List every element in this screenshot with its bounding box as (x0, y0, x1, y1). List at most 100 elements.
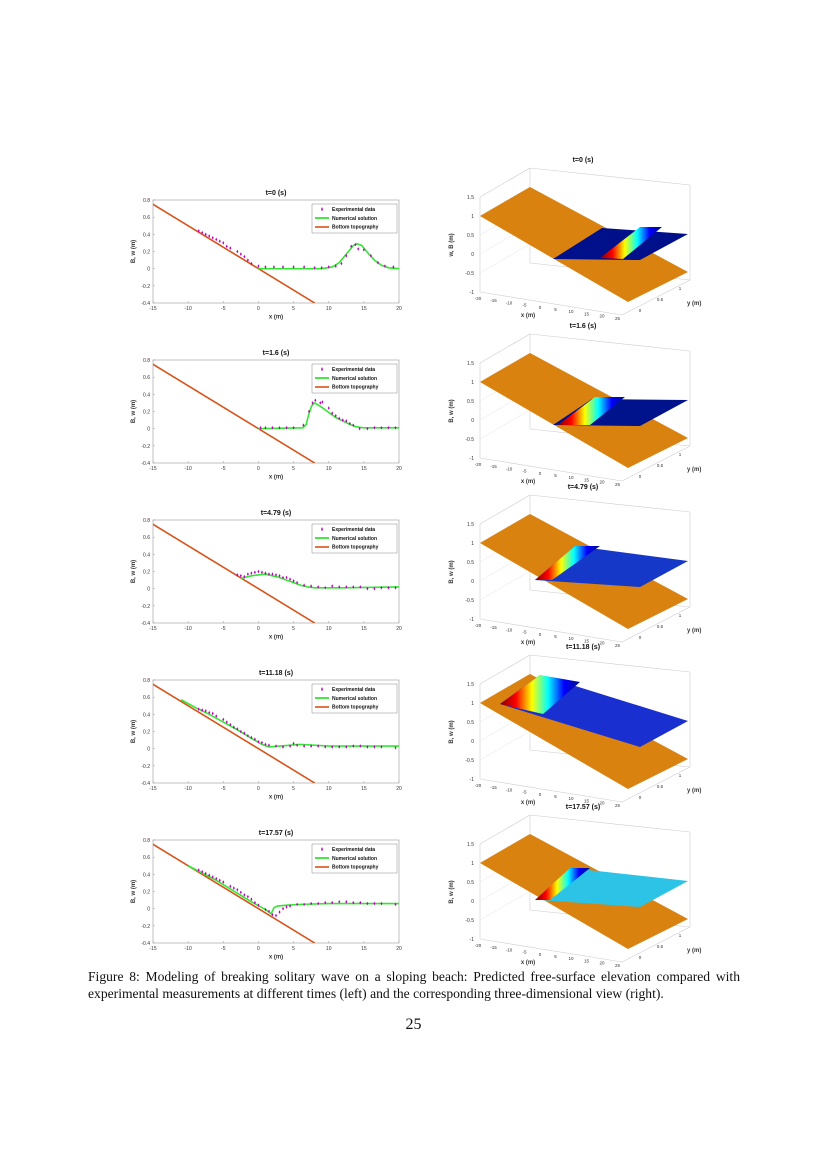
x-tick-label: 5 (554, 473, 557, 478)
experimental-data-point (296, 902, 299, 907)
z-tick-label: 0 (471, 252, 474, 258)
x-tick-label: -5 (522, 469, 526, 474)
y-axis-label: y (m) (687, 301, 701, 307)
x-axis-label: x (m) (521, 960, 535, 966)
x-tick-label: 25 (615, 482, 621, 487)
y-tick-label: 0 (639, 308, 642, 313)
wave-band (535, 868, 590, 900)
y-tick-label: 0.5 (657, 463, 664, 468)
experimental-data-point (373, 901, 376, 906)
y-axis-label: B, w (m) (131, 720, 137, 743)
x-axis-label: x (m) (521, 800, 535, 806)
x-tick-label: -10 (185, 786, 192, 792)
x-tick-label: 20 (599, 641, 605, 646)
axis-box-line (621, 766, 691, 803)
experimental-data-point (352, 423, 355, 428)
legend-label: Experimental data (332, 207, 375, 213)
chart-0: t=0 (s) -15 -10 -5 0 5 10 15 20 -0.4 -0.2 0 0.2 0.4 0.… (131, 190, 402, 321)
experimental-data-point (222, 717, 225, 722)
y-tick-label: 0 (147, 267, 150, 273)
experimental-data-point (271, 912, 274, 917)
experimental-data-point (285, 905, 288, 909)
x-tick-label: -10 (506, 466, 513, 471)
x-tick-label: -10 (506, 787, 513, 792)
z-tick-label: 1 (471, 214, 474, 220)
z-tick-label: 1.5 (467, 842, 474, 848)
x-tick-label: 15 (361, 306, 367, 312)
legend-label: Experimental data (332, 687, 375, 693)
z-tick-label: 1 (471, 541, 474, 547)
x-tick-label: 20 (396, 786, 402, 792)
experimental-data-point (232, 886, 235, 890)
experimental-data-point (383, 264, 386, 268)
axis-box-line (479, 778, 623, 803)
y-tick-label: 0.5 (657, 944, 664, 949)
y-tick-label: -0.4 (141, 621, 150, 627)
x-tick-label: 10 (568, 796, 574, 801)
x-tick-label: 15 (361, 466, 367, 472)
x-tick-label: 25 (615, 963, 621, 968)
axis-box-line (529, 654, 691, 673)
x-axis-label: x (m) (269, 315, 283, 321)
z-tick-label: -0.5 (465, 758, 474, 764)
x-tick-label: 15 (361, 626, 367, 632)
z-tick-label: -1 (470, 290, 475, 296)
experimental-data-point (272, 265, 275, 269)
experimental-data-point (321, 400, 324, 404)
experimental-data-point (246, 894, 249, 899)
axis-box-line (479, 814, 531, 845)
experimental-data-point (267, 743, 270, 748)
view3d-4: t=17.57 (s)1.510.50-0.5-1-20 -15 -10 -5 0 5 10… (449, 804, 701, 968)
z-tick-label: 0.5 (467, 720, 474, 726)
experimental-data-point (229, 722, 232, 727)
x-tick-label: 5 (292, 946, 295, 952)
legend-label: Experimental data (332, 367, 375, 373)
plot-marks (153, 683, 399, 783)
chart-title: t=0 (s) (266, 190, 287, 197)
y-tick-label: -0.2 (141, 604, 150, 610)
axis-box-line (621, 606, 691, 643)
x-axis-label: x (m) (269, 795, 283, 801)
x-tick-label: 15 (584, 638, 590, 643)
experimental-data-point (201, 708, 204, 712)
experimental-data-point (373, 745, 376, 749)
experimental-data-point (345, 419, 348, 423)
axis-box-line (479, 457, 623, 482)
x-tick-label: -15 (490, 625, 497, 630)
x-tick-label: 5 (554, 954, 557, 959)
view-title: t=0 (s) (573, 157, 594, 164)
wave-band (535, 546, 600, 580)
x-tick-label: -5 (221, 786, 226, 792)
chart-1: t=1.6 (s) -15 -10 -5 0 5 10 15 20 -0.4 -0.2 0 0.2 0.4… (131, 350, 402, 481)
x-tick-label: -10 (506, 627, 513, 632)
x-tick-label: 10 (326, 626, 332, 632)
z-tick-label: 0 (471, 739, 474, 745)
x-tick-label: 20 (599, 314, 605, 319)
y-axis-label: B, w (m) (131, 880, 137, 903)
experimental-data-point (314, 398, 317, 403)
z-tick-label: -1 (470, 617, 475, 623)
z-tick-label: -0.5 (465, 437, 474, 443)
x-tick-label: 10 (568, 475, 574, 480)
x-tick-label: -5 (221, 306, 226, 312)
experimental-data-point (285, 426, 288, 430)
y-tick-label: 0.4 (143, 232, 150, 238)
x-tick-label: 10 (326, 946, 332, 952)
view-title: t=11.18 (s) (566, 644, 600, 651)
experimental-data-point (352, 585, 355, 589)
bottom-topography-line (153, 363, 316, 463)
experimental-data-point (285, 575, 288, 580)
x-tick-label: -15 (149, 626, 156, 632)
figure-caption: Figure 8: Modeling of breaking solitary … (88, 969, 740, 1001)
experimental-data-point (260, 570, 263, 575)
x-tick-label: -5 (522, 790, 526, 795)
z-tick-label: 0 (471, 579, 474, 585)
experimental-data-point (264, 265, 267, 269)
z-tick-label: -0.5 (465, 598, 474, 604)
y-tick-label: 0.8 (143, 678, 150, 684)
experimental-data-point (204, 871, 207, 876)
experimental-data-point (345, 585, 348, 589)
experimental-data-point (222, 241, 225, 245)
experimental-data-point (239, 252, 242, 256)
experimental-data-point (275, 573, 277, 577)
